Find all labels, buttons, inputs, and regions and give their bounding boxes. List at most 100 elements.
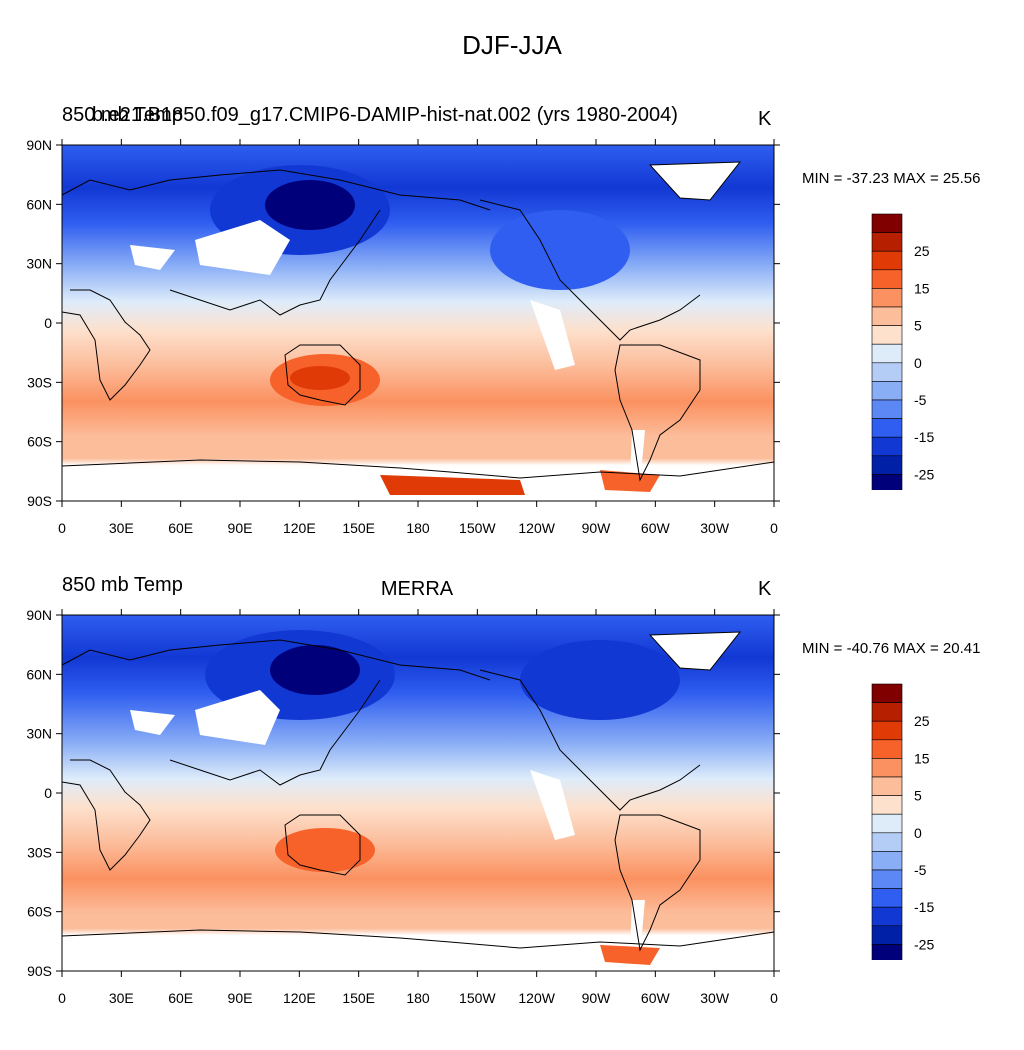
lon-tick-label: 60W [641,990,671,1006]
colorbar-box [871,851,903,871]
lon-tick-label: 150E [342,520,375,536]
lat-ticks: 90N 60N 30N 0 30S 60S 90S [26,607,780,979]
colorbar-box [871,925,903,945]
lon-tick-label: 150E [342,990,375,1006]
lon-tick-label: 0 [58,990,66,1006]
lat-tick-label: 30S [27,374,52,390]
colorbar-label: -5 [914,862,927,878]
lon-tick-label: 150W [459,520,496,536]
lon-tick-label: 120W [518,520,555,536]
temperature-field [62,615,774,971]
colorbar-label: -5 [914,392,927,408]
colorbar-label: 0 [914,355,922,371]
colorbar-label: -25 [914,466,934,482]
colorbar-label: 25 [914,713,930,729]
lon-tick-label: 90W [582,520,612,536]
colorbar-box [871,288,903,308]
colorbar-box [871,758,903,778]
colorbar-box [871,455,903,475]
lat-tick-label: 60N [26,666,52,682]
lon-tick-label: 90E [228,990,253,1006]
map-panel-top: 850 mb Temp b.e21.B1850.f09_g17.CMIP6-DA… [0,100,1024,580]
lat-tick-label: 30S [27,844,52,860]
colorbar-box [871,474,903,490]
temperature-field [62,145,774,501]
panel-units: K [758,108,772,130]
lon-tick-label: 180 [406,990,430,1006]
panel-units: K [758,578,772,600]
colorbar-box [871,869,903,889]
colorbar-label: -25 [914,936,934,952]
colorbar-box [871,683,903,703]
lat-ticks: 90N 60N 30N 0 30S 60S 90S [26,137,780,509]
figure-title: DJF-JJA [462,30,562,60]
panel-case-title: b.e21.B1850.f09_g17.CMIP6-DAMIP-hist-nat… [92,104,678,126]
colorbar-label: 25 [914,243,930,259]
colorbar-box [871,702,903,722]
colorbar-box [871,399,903,419]
panel-minmax: MIN = -37.23 MAX = 25.56 [802,170,981,187]
coastlines [61,631,775,952]
lon-tick-label: 30E [109,520,134,536]
colorbar-boxes [871,213,903,490]
colorbar-box [871,906,903,927]
colorbar: 25 15 5 0 -5 -15 -25 [871,213,934,490]
colorbar-label: 5 [914,788,922,804]
map-plot: 90N 60N 30N 0 30S 60S 90S 0 30E 60E 90E 120E 150E 18… [26,607,780,1006]
lat-tick-label: 60N [26,196,52,212]
colorbar-boxes [871,683,903,960]
panel-minmax: MIN = -40.76 MAX = 20.41 [802,640,981,657]
lat-tick-label: 30N [26,726,52,742]
lat-tick-label: 60S [27,904,52,920]
colorbar-box [871,832,903,852]
colorbar-box [871,269,903,289]
colorbar-box [871,813,903,834]
lon-tick-label: 30W [700,990,730,1006]
colorbar-box [871,418,903,438]
lat-tick-label: 90S [27,493,52,509]
lon-tick-label: 60W [641,520,671,536]
lat-tick-label: 0 [44,315,52,331]
colorbar-box [871,436,903,457]
lon-tick-label: 60E [168,990,193,1006]
colorbar-box [871,306,903,326]
colorbar-box [871,213,903,233]
colorbar-label: 0 [914,825,922,841]
colorbar-box [871,362,903,382]
colorbar-box [871,325,903,345]
lon-tick-label: 120E [283,990,316,1006]
colorbar-labels: 25 15 5 0 -5 -15 -25 [914,243,934,482]
lon-ticks: 0 30E 60E 90E 120E 150E 180 150W 120W 90W 60W 30W 0 [58,609,778,1006]
colorbar-box [871,776,903,796]
lon-tick-label: 180 [406,520,430,536]
lon-tick-label: 0 [58,520,66,536]
lon-tick-label: 30E [109,990,134,1006]
lon-tick-label: 0 [770,520,778,536]
colorbar-box [871,739,903,759]
colorbar-label: 15 [914,750,930,766]
lon-tick-label: 150W [459,990,496,1006]
coastlines [61,161,775,482]
lon-tick-label: 120E [283,520,316,536]
colorbar-box [871,795,903,815]
lon-tick-label: 120W [518,990,555,1006]
colorbar: 25 15 5 0 -5 -15 -25 [871,683,934,960]
lon-tick-label: 30W [700,520,730,536]
panel-variable-title: 850 mb Temp [62,574,183,596]
panel-center-title: MERRA [380,578,454,600]
lat-tick-label: 90N [26,607,52,623]
colorbar-box [871,343,903,364]
lat-tick-label: 90S [27,963,52,979]
lat-tick-label: 30N [26,256,52,272]
lon-tick-label: 90E [228,520,253,536]
colorbar-label: 5 [914,318,922,334]
colorbar-box [871,250,903,271]
lon-tick-label: 90W [582,990,612,1006]
lon-tick-label: 60E [168,520,193,536]
colorbar-label: -15 [914,429,934,445]
colorbar-labels: 25 15 5 0 -5 -15 -25 [914,713,934,952]
colorbar-box [871,720,903,741]
lat-tick-label: 60S [27,434,52,450]
map-panel-bottom: 850 mb Temp MERRA K MIN = -40.76 MAX = 2… [0,570,1024,1050]
colorbar-box [871,888,903,908]
